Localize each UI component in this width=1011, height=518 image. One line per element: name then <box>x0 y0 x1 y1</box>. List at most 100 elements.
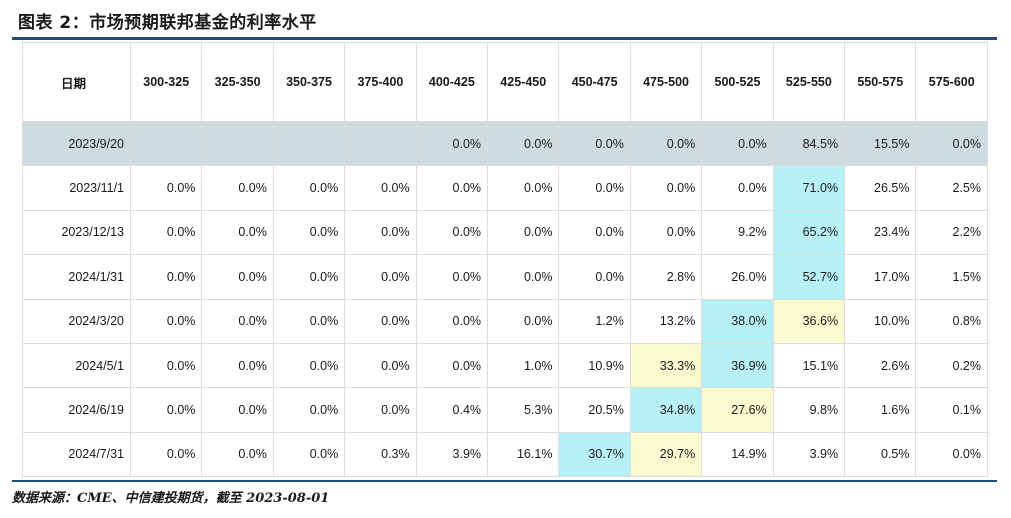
source-note: 数据来源：CME、中信建投期货，截至 2023-08-01 <box>12 491 330 506</box>
table-row: 2023/12/13 0.0% 0.0% 0.0% 0.0% 0.0% 0.0% 0.0% 0.… <box>22 209 988 256</box>
probability-cell: 0.3% <box>344 431 417 478</box>
probability-cell: 52.7% <box>772 254 846 300</box>
table-row: 2024/7/31 0.0% 0.0% 0.0% 0.3% 3.9% 16.1% 30.7% 2… <box>22 431 988 478</box>
probability-cell: 17.0% <box>844 254 917 300</box>
probability-cell: 15.1% <box>772 342 846 389</box>
probability-cell: 0.0% <box>344 298 417 344</box>
probability-cell: 0.0% <box>201 431 274 478</box>
probability-cell: 0.0% <box>415 254 489 300</box>
probability-cell: 0.0% <box>415 165 489 211</box>
probability-cell: 3.9% <box>772 431 846 478</box>
probability-cell: 2.5% <box>915 165 988 211</box>
probability-cell: 36.9% <box>701 342 774 389</box>
probability-cell: 0.0% <box>558 209 631 256</box>
probability-cell: 0.0% <box>201 342 274 389</box>
probability-cell: 0.0% <box>487 165 560 211</box>
probability-cell <box>344 120 417 167</box>
probability-cell: 0.0% <box>129 431 203 478</box>
probability-cell: 2.6% <box>844 342 917 389</box>
probability-cell: 27.6% <box>701 387 774 433</box>
probability-cell: 13.2% <box>629 298 703 344</box>
rate-column-header: 350-375 <box>272 42 346 122</box>
probability-cell: 0.0% <box>201 387 274 433</box>
probability-cell: 0.0% <box>272 254 346 300</box>
rate-column-header: 325-350 <box>201 42 274 122</box>
rate-column-header: 500-525 <box>701 42 774 122</box>
table-body: 2023/9/20 0.0% 0.0% 0.0% 0.0% 0.0% 84.5% 15.5% 0… <box>22 120 988 478</box>
probability-cell <box>201 120 274 167</box>
row-date: 2023/11/1 <box>22 165 131 211</box>
rate-column-header: 525-550 <box>772 42 846 122</box>
date-column-header: 日期 <box>22 42 131 122</box>
probability-cell: 14.9% <box>701 431 774 478</box>
probability-cell: 0.0% <box>487 120 560 167</box>
probability-cell: 0.0% <box>129 209 203 256</box>
row-date: 2024/1/31 <box>22 254 131 300</box>
probability-cell: 84.5% <box>772 120 846 167</box>
probability-cell: 0.0% <box>272 298 346 344</box>
probability-cell: 0.0% <box>272 431 346 478</box>
probability-cell: 0.0% <box>344 165 417 211</box>
rate-column-header: 425-450 <box>487 42 560 122</box>
probability-cell: 0.0% <box>558 165 631 211</box>
row-date: 2023/12/13 <box>22 209 131 256</box>
probability-cell: 0.0% <box>201 298 274 344</box>
probability-cell: 1.5% <box>915 254 988 300</box>
probability-cell: 0.0% <box>272 209 346 256</box>
table-row: 2023/11/1 0.0% 0.0% 0.0% 0.0% 0.0% 0.0% 0.0% 0.0… <box>22 165 988 211</box>
rate-column-header: 300-325 <box>129 42 203 122</box>
probability-cell: 26.0% <box>701 254 774 300</box>
row-date: 2023/9/20 <box>22 120 131 167</box>
probability-cell: 23.4% <box>844 209 917 256</box>
row-date: 2024/6/19 <box>22 387 131 433</box>
probability-cell: 0.0% <box>487 298 560 344</box>
top-rule <box>12 37 997 40</box>
probability-cell: 10.0% <box>844 298 917 344</box>
probability-cell: 29.7% <box>629 431 703 478</box>
probability-cell: 0.2% <box>915 342 988 389</box>
rate-column-header: 550-575 <box>844 42 917 122</box>
row-date: 2024/7/31 <box>22 431 131 478</box>
probability-cell: 10.9% <box>558 342 631 389</box>
probability-cell: 0.0% <box>272 342 346 389</box>
probability-cell: 0.0% <box>701 120 774 167</box>
probability-cell: 0.0% <box>344 254 417 300</box>
probability-cell: 9.8% <box>772 387 846 433</box>
probability-cell: 0.0% <box>629 209 703 256</box>
probability-cell: 0.0% <box>415 209 489 256</box>
probability-cell: 36.6% <box>772 298 846 344</box>
probability-cell: 0.5% <box>844 431 917 478</box>
probability-cell: 0.0% <box>201 209 274 256</box>
probability-cell: 0.0% <box>915 120 988 167</box>
probability-cell: 30.7% <box>558 431 631 478</box>
row-date: 2024/3/20 <box>22 298 131 344</box>
probability-cell: 9.2% <box>701 209 774 256</box>
table-row: 2023/9/20 0.0% 0.0% 0.0% 0.0% 0.0% 84.5% 15.5% 0… <box>22 120 988 167</box>
probability-cell: 0.0% <box>129 342 203 389</box>
probability-cell: 33.3% <box>629 342 703 389</box>
probability-cell: 65.2% <box>772 209 846 256</box>
probability-cell: 1.0% <box>487 342 560 389</box>
probability-cell: 1.2% <box>558 298 631 344</box>
table-row: 2024/1/31 0.0% 0.0% 0.0% 0.0% 0.0% 0.0% 0.0% 2.8… <box>22 254 988 300</box>
probability-cell: 0.0% <box>129 298 203 344</box>
probability-cell: 0.0% <box>272 165 346 211</box>
probability-cell: 34.8% <box>629 387 703 433</box>
probability-cell: 2.2% <box>915 209 988 256</box>
row-date: 2024/5/1 <box>22 342 131 389</box>
header-row: 日期 300-325 325-350 350-375 375-400 400-4… <box>22 42 988 122</box>
table-row: 2024/3/20 0.0% 0.0% 0.0% 0.0% 0.0% 0.0% 1.2% 13.… <box>22 298 988 344</box>
probability-cell: 0.0% <box>558 254 631 300</box>
rate-column-header: 450-475 <box>558 42 631 122</box>
probability-cell: 20.5% <box>558 387 631 433</box>
probability-cell: 0.0% <box>415 120 489 167</box>
rate-probability-table: 日期 300-325 325-350 350-375 375-400 400-4… <box>22 42 988 478</box>
probability-cell: 0.0% <box>415 298 489 344</box>
probability-cell: 0.1% <box>915 387 988 433</box>
rate-column-header: 375-400 <box>344 42 417 122</box>
probability-cell: 0.0% <box>915 431 988 478</box>
probability-cell: 0.4% <box>415 387 489 433</box>
table-row: 2024/5/1 0.0% 0.0% 0.0% 0.0% 0.0% 1.0% 10.9% 33.… <box>22 342 988 389</box>
probability-cell: 0.0% <box>415 342 489 389</box>
probability-cell: 0.0% <box>701 165 774 211</box>
